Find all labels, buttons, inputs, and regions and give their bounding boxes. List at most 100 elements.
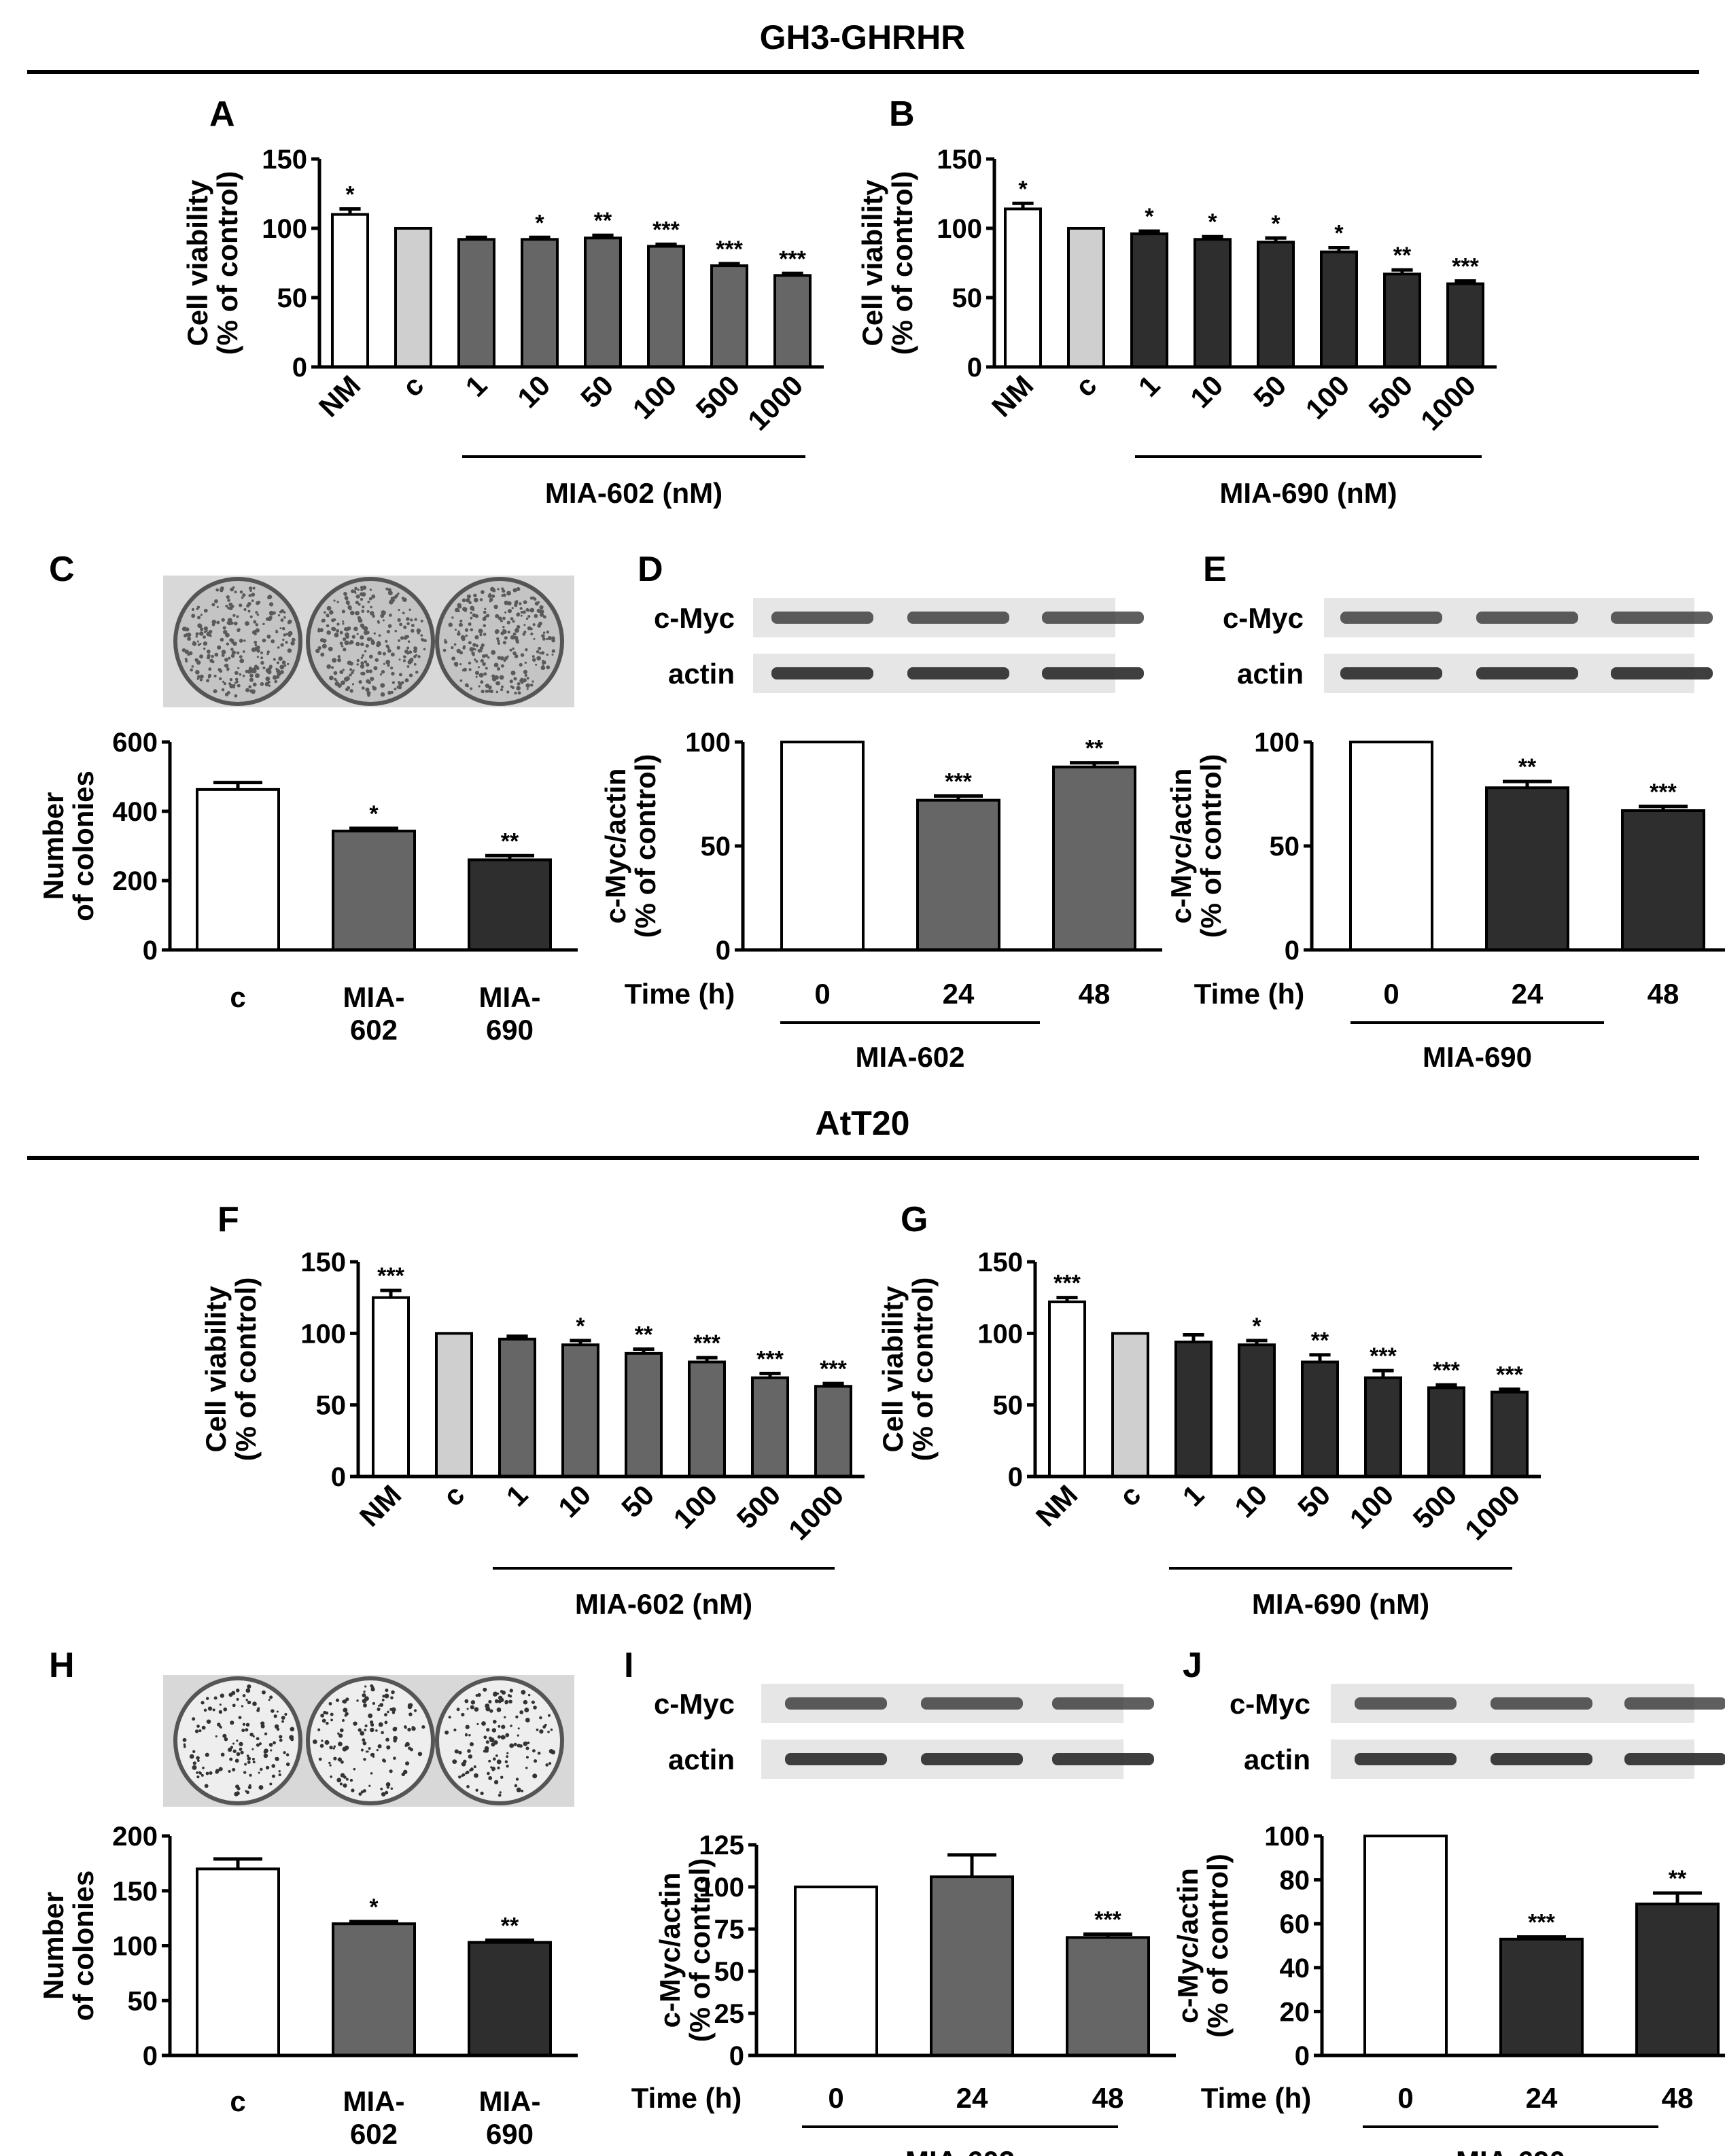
colony-dot [243,1771,247,1774]
colony-dot [498,616,502,621]
colony-dot [539,605,544,609]
colony-dot [198,1771,201,1774]
bar [710,264,748,368]
y-tick-label: 20 [1280,1997,1310,2027]
colony-dot [444,639,447,641]
colony-dot [262,638,266,643]
colony-dot [235,1689,240,1693]
colony-dot [457,603,461,607]
bar [1383,272,1421,368]
y-axis-label: c-Myc/actin(% of control) [1172,1854,1234,2038]
colony-dot [413,662,417,666]
colony-dot [534,1759,538,1763]
significance-label: *** [1650,779,1677,805]
colony-dot [196,640,199,643]
colony-dot [550,1728,553,1731]
colony-dot [487,685,492,690]
colony-dot [368,597,372,601]
colony-dot [222,680,225,683]
colony-dot [464,1699,469,1703]
colony-dot [253,620,257,624]
colony-dot [506,690,510,694]
colony-dot [332,626,336,632]
colony-dot [483,672,487,676]
colony-dot [385,659,391,665]
colony-dot [363,1758,366,1761]
bar [394,227,432,368]
colony-dot [484,607,487,610]
colony-dot [245,621,249,626]
blot-band [907,612,1009,624]
x-tick-label-line: MIA- [479,2085,541,2117]
colony-dot [510,617,514,621]
colony-dot [406,635,410,639]
colony-dot [381,670,385,674]
colony-dot [330,1775,333,1778]
x-tick-label: 1000 [782,1479,850,1546]
y-axis-label: c-Myc/actin(% of control) [1165,754,1227,938]
bar [196,1867,280,2057]
colony-dot [474,671,480,675]
colony-dot [483,624,487,628]
significance-label: *** [756,1346,784,1372]
colony-dot [493,1780,499,1785]
colony-dot [536,650,540,654]
colony-dot [500,688,504,692]
colony-dot [340,1760,344,1764]
y-tick-label: 80 [1280,1866,1310,1896]
colony-dot [479,646,484,650]
colony-dot [187,637,192,641]
colony-dot [195,632,199,636]
colony-dot [527,626,530,629]
significance-label: ** [1518,754,1537,780]
y-tick-label: 100 [112,1932,158,1962]
colony-dot [525,617,529,620]
colony-dot [510,1725,512,1727]
colony-dot [475,660,478,663]
colony-dot [280,618,284,622]
colony-dot [200,614,203,616]
colony-dot [288,631,293,636]
blot-label-actin: actin [1237,658,1304,690]
colony-dot [484,1746,489,1751]
y-tick-label: 150 [977,1248,1023,1277]
colony-dot [415,654,418,656]
colony-dot [379,673,383,676]
colony-dot [207,654,211,658]
y-tick-label: 0 [143,936,158,966]
colony-dot [373,632,376,635]
colony-dot [514,654,519,658]
bar [647,245,685,368]
colony-dot [502,589,506,593]
colony-dot [520,653,525,657]
x-tick-label: NM [313,369,366,423]
colony-dot [515,600,519,603]
colony-dot [383,662,385,665]
colony-dot [252,586,256,590]
colony-dot [408,1703,413,1708]
colony-dot [196,1775,200,1779]
colony-dot [464,628,469,632]
colony-dot [360,672,364,675]
colony-dot [202,1767,205,1769]
panel-letter: J [1183,1646,1202,1685]
colony-dot [252,682,257,687]
colony-dot [205,1752,209,1757]
x-tick-label: c [1069,369,1103,403]
colony-dot [520,677,523,681]
y-axis-label-line: (% of control) [907,1277,939,1462]
colony-dot [271,1774,275,1778]
colony-dot [468,1733,471,1737]
colony-dot [342,622,345,625]
bar [625,1351,663,1478]
colony-dot [461,637,466,641]
colony-dot [326,605,332,611]
colony-dot [380,1787,383,1790]
colony-dot [215,1735,217,1737]
colony-dot [491,1769,495,1771]
colony-dot [483,1749,487,1753]
colony-dot [360,635,364,640]
colony-dot [538,646,542,650]
colony-dot [485,1703,490,1709]
colony-dot [249,689,254,693]
